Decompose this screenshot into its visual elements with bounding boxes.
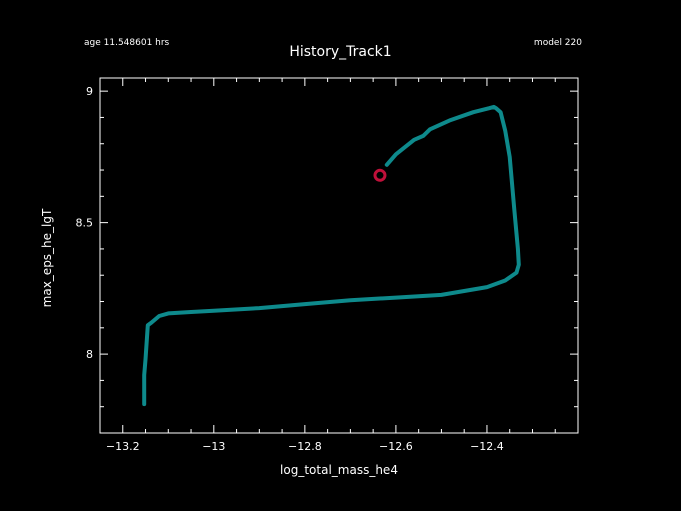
series-layer	[142, 104, 521, 407]
y-tick-label: 8.5	[76, 217, 94, 230]
y-tick-label: 8	[86, 348, 93, 361]
y-tick-label: 9	[86, 85, 93, 98]
plot-frame	[99, 77, 579, 434]
x-tick-label: −13	[202, 440, 225, 453]
x-tick-label: −12.6	[379, 440, 413, 453]
chart-title: History_Track1	[289, 44, 392, 60]
x-tick-label: −12.8	[288, 440, 322, 453]
model-readout: model 220	[533, 38, 582, 48]
history-track-line	[142, 104, 521, 407]
age-readout: age 11.548601 hrs	[84, 38, 170, 48]
y-axis-label: max_eps_he_lgT	[40, 208, 54, 308]
x-tick-label: −13.2	[106, 440, 140, 453]
current-model-marker	[373, 168, 387, 182]
x-axis-label: log_total_mass_he4	[280, 463, 398, 477]
axis-ticks	[99, 78, 578, 434]
tick-labels: −13.2 −13 −12.8 −12.6 −12.4 8 8.5 9	[76, 85, 504, 453]
x-tick-label: −12.4	[470, 440, 504, 453]
